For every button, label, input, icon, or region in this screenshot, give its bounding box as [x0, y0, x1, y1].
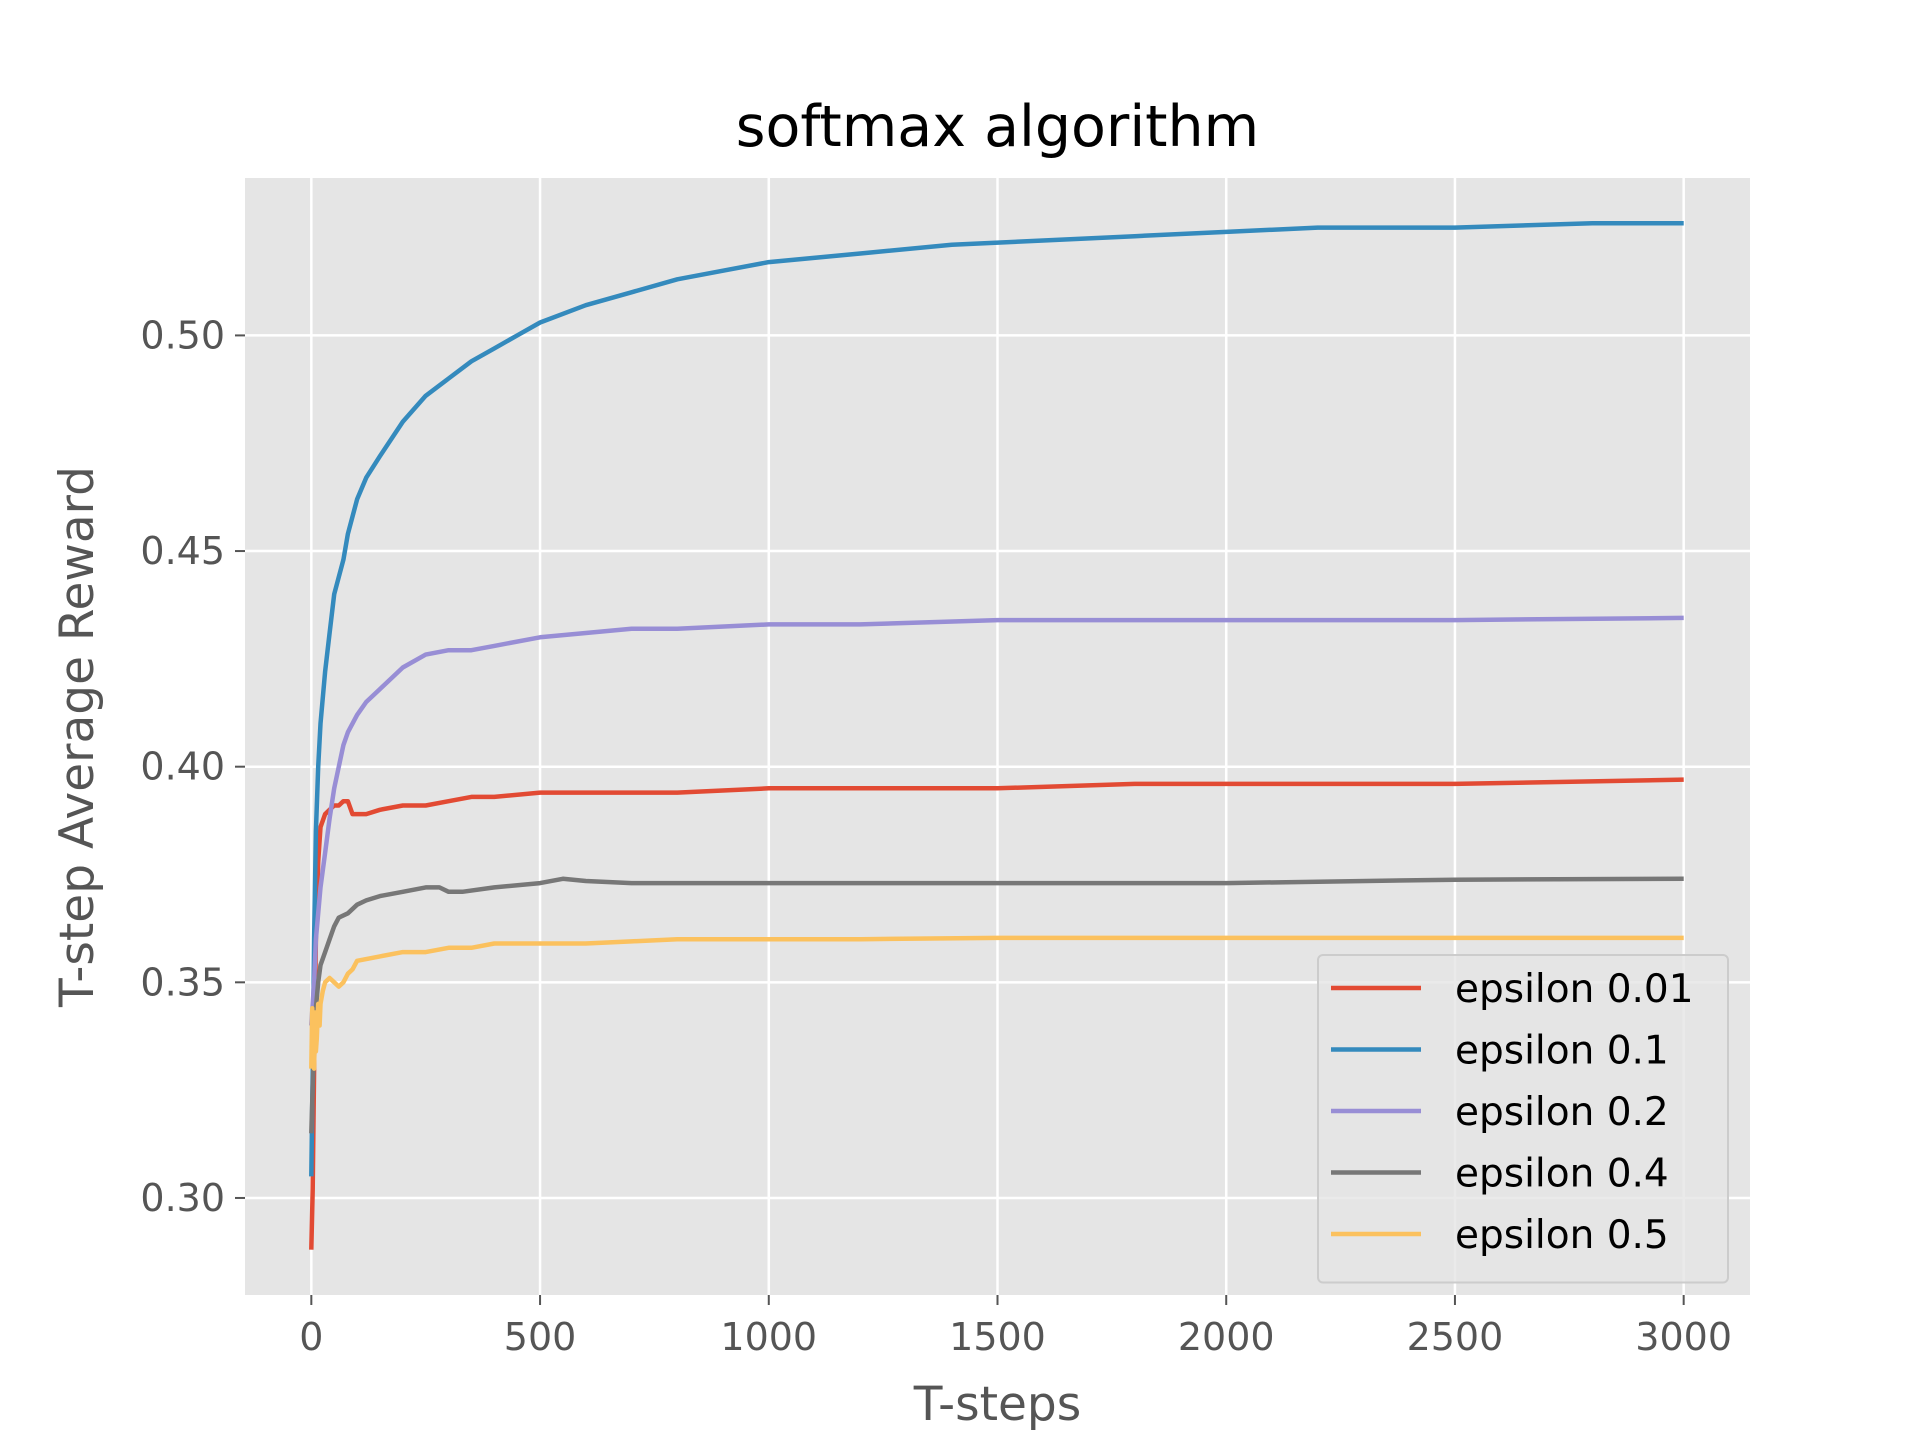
legend-label: epsilon 0.2	[1455, 1090, 1669, 1135]
legend-entries: epsilon 0.01 epsilon 0.1 epsilon 0.2 epsilo…	[1331, 967, 1694, 1258]
x-tick-label: 0	[299, 1315, 323, 1359]
series-lines	[309, 221, 1684, 1250]
legend-label: epsilon 0.01	[1455, 967, 1694, 1012]
x-tick-label: 2500	[1407, 1315, 1504, 1359]
y-tick-label: 0.35	[140, 960, 225, 1004]
series-line-0	[309, 777, 1684, 1250]
y-tick-label: 0.40	[140, 745, 225, 789]
x-tick-label: 2000	[1178, 1315, 1275, 1359]
series-line-1	[309, 221, 1684, 1177]
legend-label: epsilon 0.1	[1455, 1029, 1669, 1074]
x-tick-label: 1000	[720, 1315, 817, 1359]
series-line-3	[309, 876, 1684, 1134]
y-tick-label: 0.30	[140, 1176, 225, 1220]
x-axis-ticks: 0 500 1000 1500 2000 2500 3000	[299, 1295, 1732, 1359]
series-line-4	[309, 935, 1684, 1071]
legend-label: epsilon 0.4	[1455, 1152, 1669, 1197]
y-tick-label: 0.45	[140, 529, 225, 573]
legend: epsilon 0.01 epsilon 0.1 epsilon 0.2 epsilo…	[1317, 954, 1729, 1284]
y-axis-label: T-step Average Reward	[50, 466, 105, 1008]
legend-label: epsilon 0.5	[1455, 1213, 1669, 1258]
legend-box	[1317, 954, 1729, 1284]
x-tick-label: 3000	[1635, 1315, 1732, 1359]
series-line-2	[309, 615, 1684, 1026]
y-axis-ticks: 0.30 0.35 0.40 0.45 0.50	[140, 313, 245, 1220]
x-tick-label: 1500	[949, 1315, 1046, 1359]
x-tick-label: 500	[504, 1315, 577, 1359]
chart-title: softmax algorithm	[736, 94, 1259, 160]
x-axis-label: T-steps	[913, 1377, 1082, 1432]
y-tick-label: 0.50	[140, 313, 225, 357]
